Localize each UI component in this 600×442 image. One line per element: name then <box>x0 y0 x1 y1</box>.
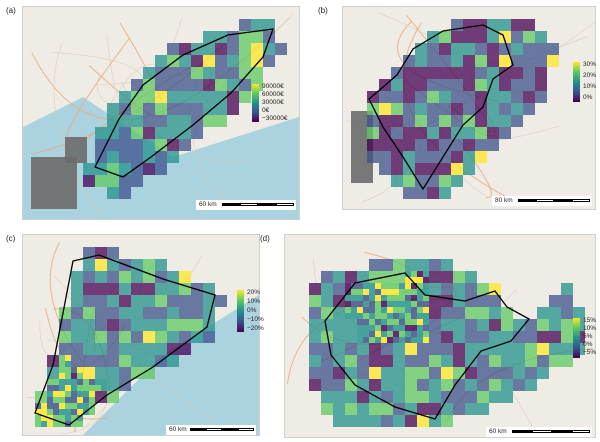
legend-a: 90000€ 60000€ 30000€ 0€ −30000€ <box>252 83 298 122</box>
legend-a-tick: 0€ <box>262 107 270 114</box>
legend-d-tick: −5% <box>583 349 597 356</box>
legend-c-tick: 0% <box>247 307 257 314</box>
map-b-canvas <box>343 7 595 209</box>
scale-bar-a: 60 km <box>196 200 296 210</box>
scale-label-c: 60 km <box>169 426 187 433</box>
map-c-canvas <box>23 235 259 435</box>
legend-d-tick: 10% <box>583 325 597 332</box>
scale-bar-b: 80 km <box>492 196 592 206</box>
legend-b-tick: 10% <box>583 83 597 90</box>
legend-c-tick: −20% <box>247 325 264 332</box>
legend-d-tick: 15% <box>583 317 597 324</box>
map-d-canvas <box>285 235 595 437</box>
scale-label-b: 80 km <box>495 197 513 204</box>
legend-c-tick: 20% <box>247 289 261 296</box>
map-a <box>22 6 300 220</box>
legend-b-colorbar <box>573 62 580 102</box>
legend-c-tick: −10% <box>247 316 264 323</box>
scale-label-d: 60 km <box>489 428 507 435</box>
scale-label-a: 60 km <box>199 201 217 208</box>
panel-label-c: (c) <box>6 234 16 243</box>
legend-b-tick: 0% <box>583 94 593 101</box>
scale-bar-d: 60 km <box>486 427 592 437</box>
map-a-canvas <box>23 7 299 219</box>
legend-d-colorbar <box>573 318 580 358</box>
legend-a-colorbar <box>252 84 259 122</box>
panel-label-a: (a) <box>6 6 16 15</box>
scale-bar-c: 60 km <box>166 425 256 435</box>
legend-d-tick: 5% <box>583 333 593 340</box>
legend-d-tick: 0% <box>583 341 593 348</box>
map-c <box>22 234 260 436</box>
legend-c-colorbar <box>237 290 244 332</box>
legend-a-tick: 60000€ <box>262 91 284 98</box>
legend-b-tick: 20% <box>583 72 597 79</box>
legend-a-tick: 30000€ <box>262 99 284 106</box>
panel-label-d: (d) <box>260 234 270 243</box>
legend-a-tick: 90000€ <box>262 83 284 90</box>
legend-c: 20% 10% 0% −10% −20% <box>237 289 264 332</box>
legend-d: 15% 10% 5% 0% −5% <box>573 317 597 358</box>
panel-label-b: (b) <box>318 6 328 15</box>
map-b <box>342 6 596 210</box>
legend-a-tick: −30000€ <box>262 115 288 122</box>
legend-c-tick: 10% <box>247 298 261 305</box>
map-d <box>284 234 596 438</box>
legend-b-tick: 30% <box>583 61 597 68</box>
legend-b: 30% 20% 10% 0% <box>573 61 597 102</box>
